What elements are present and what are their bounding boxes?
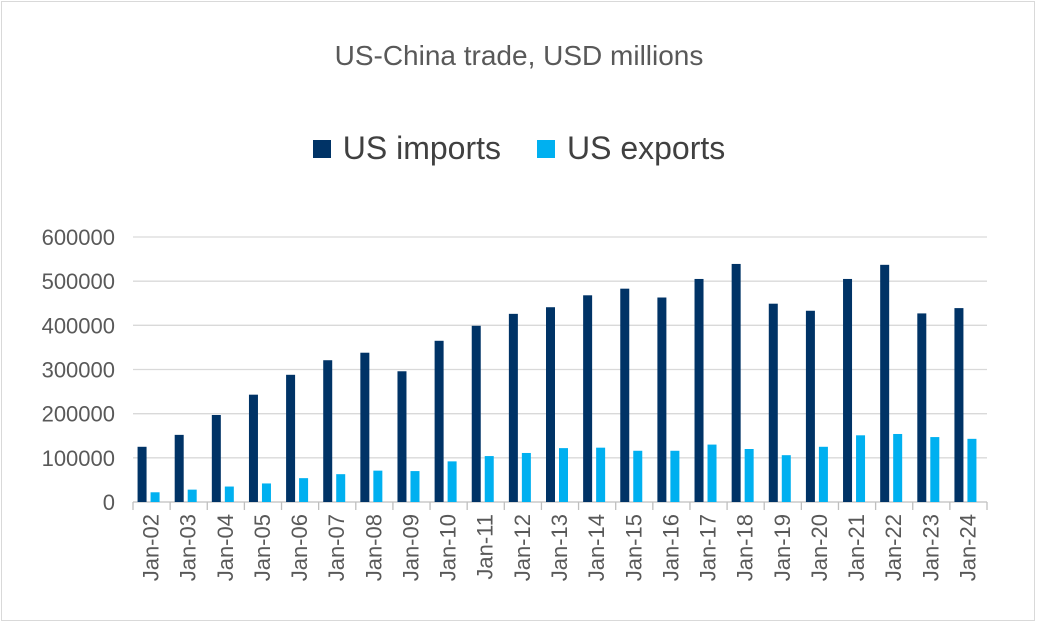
y-tick-label: 200000: [42, 402, 115, 427]
x-tick-label: Jan-10: [436, 514, 461, 581]
x-tick-label: Jan-11: [473, 514, 498, 580]
legend-swatch-imports: [312, 139, 331, 158]
bar-us-imports: [211, 414, 221, 502]
x-tick-label: Jan-08: [361, 514, 386, 581]
legend-item-imports: US imports: [312, 130, 501, 167]
x-tick-label: Jan-07: [324, 514, 349, 581]
x-tick-label: Jan-17: [696, 514, 721, 581]
bar-us-imports: [174, 434, 184, 502]
bar-us-imports: [843, 278, 853, 502]
y-tick-label: 500000: [42, 269, 115, 294]
x-tick-label: Jan-12: [510, 514, 535, 581]
x-tick-label: Jan-03: [176, 514, 201, 581]
bar-us-exports: [447, 461, 457, 502]
x-tick-label: Jan-13: [547, 514, 572, 581]
bar-us-imports: [694, 278, 704, 502]
bar-us-imports: [954, 308, 964, 502]
bar-us-imports: [434, 340, 444, 502]
bar-us-imports: [620, 288, 630, 502]
bar-us-exports: [893, 433, 903, 502]
legend-label-imports: US imports: [342, 130, 501, 166]
bar-us-exports: [559, 448, 568, 502]
bar-us-imports: [286, 374, 296, 502]
bar-us-imports: [880, 264, 890, 502]
bar-us-imports: [323, 360, 333, 502]
chart-legend: US imports US exports: [0, 130, 1038, 167]
bar-us-exports: [856, 435, 866, 502]
y-tick-label: 100000: [42, 446, 115, 471]
x-tick-label: Jan-16: [658, 514, 683, 581]
legend-swatch-exports: [536, 139, 555, 158]
bar-us-imports: [768, 303, 778, 502]
x-tick-label: Jan-02: [139, 514, 164, 581]
bar-us-imports: [248, 394, 258, 502]
bar-us-exports: [707, 444, 717, 502]
x-tick-label: Jan-18: [733, 514, 758, 581]
x-tick-label: Jan-15: [621, 514, 646, 581]
bar-us-exports: [818, 446, 828, 502]
legend-label-exports: US exports: [566, 130, 726, 166]
bar-us-imports: [917, 313, 927, 502]
bar-us-exports: [224, 486, 234, 502]
y-tick-label: 400000: [42, 313, 115, 338]
x-tick-label: Jan-24: [955, 514, 980, 581]
x-tick-label: Jan-14: [584, 514, 609, 581]
x-tick-label: Jan-09: [398, 514, 423, 581]
bar-us-exports: [187, 489, 197, 502]
bar-us-exports: [299, 478, 309, 502]
y-tick-label: 300000: [42, 358, 115, 383]
bar-us-exports: [261, 483, 271, 502]
bar-us-imports: [397, 371, 407, 502]
bar-us-exports: [930, 437, 940, 502]
bar-us-imports: [137, 446, 147, 502]
x-tick-label: Jan-19: [770, 514, 795, 581]
bar-us-exports: [150, 492, 160, 502]
bar-us-exports: [484, 456, 494, 502]
x-tick-label: Jan-22: [881, 514, 906, 581]
x-tick-label: Jan-05: [250, 514, 275, 581]
x-tick-label: Jan-21: [844, 514, 869, 581]
y-tick-label: 600000: [42, 225, 115, 250]
bar-us-exports: [967, 438, 977, 502]
bar-us-imports: [546, 307, 555, 502]
bar-us-exports: [596, 447, 606, 502]
legend-item-exports: US exports: [536, 130, 726, 167]
bar-us-imports: [657, 297, 667, 502]
bar-us-imports: [805, 310, 815, 502]
bar-us-exports: [410, 471, 420, 502]
bar-us-exports: [336, 474, 346, 502]
bar-us-imports: [508, 313, 518, 502]
x-tick-label: Jan-20: [807, 514, 832, 581]
bar-us-exports: [633, 450, 643, 502]
x-tick-label: Jan-23: [918, 514, 943, 581]
bar-us-exports: [670, 450, 680, 502]
y-tick-label: 0: [103, 490, 115, 515]
x-tick-label: Jan-04: [213, 514, 238, 581]
bar-us-imports: [731, 263, 741, 502]
bar-us-exports: [521, 452, 531, 502]
x-tick-label: Jan-06: [287, 514, 312, 581]
bar-us-exports: [373, 470, 383, 502]
bar-us-exports: [781, 455, 791, 502]
bar-us-exports: [744, 449, 754, 502]
bar-us-imports: [360, 352, 370, 502]
bar-us-imports: [471, 325, 481, 502]
bar-us-imports: [583, 295, 593, 502]
chart-title: US-China trade, USD millions: [334, 40, 704, 71]
